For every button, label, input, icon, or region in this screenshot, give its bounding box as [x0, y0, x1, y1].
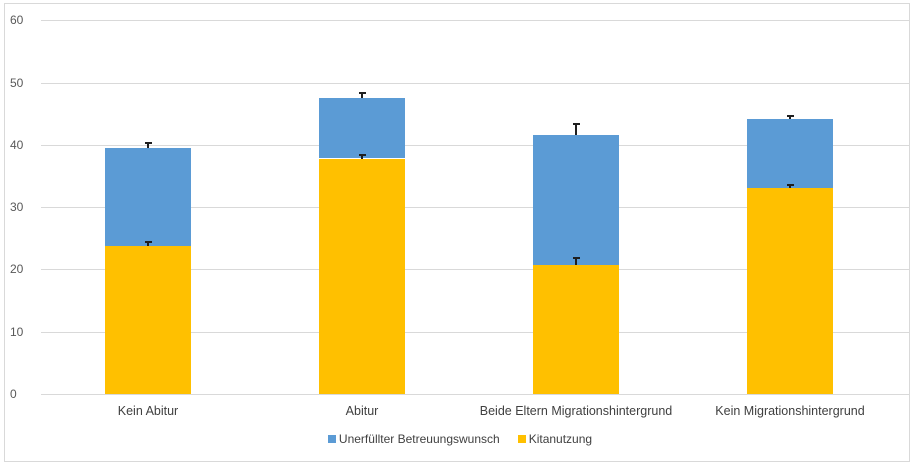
legend-item-unerfuellt: Unerfüllter Betreuungswunsch: [327, 432, 500, 446]
error-bar-cap: [144, 141, 152, 144]
x-category-label: Abitur: [345, 404, 379, 418]
y-tick-label: 30: [10, 200, 24, 215]
bar-unerfuellt: [319, 98, 405, 159]
x-category-label: Kein Abitur: [117, 404, 179, 418]
legend-swatch-blue: [327, 435, 336, 443]
error-bar-cap: [572, 123, 580, 126]
gridline: [41, 144, 909, 146]
y-tick-label: 10: [10, 324, 24, 339]
y-tick-label: 20: [10, 262, 24, 277]
legend-label: Kitanutzung: [528, 432, 593, 446]
error-bar: [361, 93, 363, 99]
x-category-label: Kein Migrationshintergrund: [715, 404, 865, 418]
bar-unerfuellt: [533, 134, 619, 266]
error-bar-cap: [144, 240, 152, 243]
error-bar: [789, 184, 791, 188]
error-bar: [575, 257, 577, 266]
error-bar: [147, 142, 149, 148]
chart-frame: [4, 3, 910, 462]
gridline: [41, 331, 909, 333]
y-tick-label: 40: [10, 137, 24, 152]
gridline: [41, 207, 909, 209]
bar-unerfuellt: [747, 119, 833, 188]
error-bar-cap: [572, 256, 580, 259]
bar-unerfuellt: [105, 147, 191, 246]
gridline: [41, 82, 909, 84]
error-bar-cap: [358, 154, 366, 157]
bar-kitanutzung: [747, 187, 833, 394]
y-tick-label: 0: [10, 387, 17, 401]
legend-swatch-yellow: [517, 435, 526, 443]
bar-kitanutzung: [105, 245, 191, 394]
y-tick-label: 50: [10, 75, 24, 90]
y-tick-label: 60: [10, 13, 24, 28]
bar-kitanutzung: [533, 265, 619, 394]
legend: Unerfüllter Betreuungswunsch Kitanutzung: [0, 432, 920, 446]
bar-kitanutzung: [319, 158, 405, 394]
legend-item-kitanutzung: Kitanutzung: [517, 432, 593, 446]
x-category-label: Beide Eltern Migrationshintergrund: [479, 404, 673, 418]
error-bar: [147, 241, 149, 246]
gridline: [41, 20, 909, 22]
error-bar: [789, 116, 791, 120]
error-bar: [575, 124, 577, 135]
error-bar-cap: [786, 115, 794, 118]
error-bar: [361, 155, 363, 159]
error-bar-cap: [358, 92, 366, 95]
gridline: [41, 394, 909, 395]
gridline: [41, 269, 909, 271]
error-bar-cap: [786, 183, 794, 186]
legend-label: Unerfüllter Betreuungswunsch: [338, 432, 500, 446]
